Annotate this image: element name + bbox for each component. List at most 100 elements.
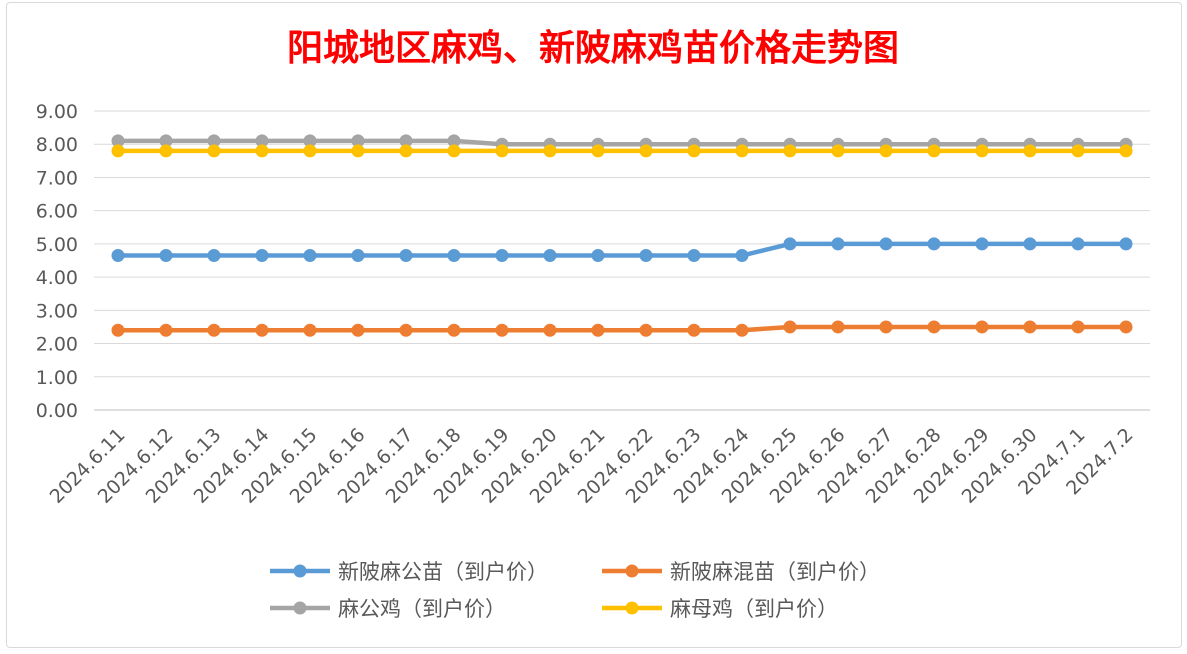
data-point: [207, 134, 221, 148]
legend-label: 新陂麻公苗（到户价）: [338, 560, 548, 584]
data-point: [495, 323, 509, 337]
data-point: [1119, 237, 1133, 251]
series-lines: [111, 134, 1133, 337]
y-tick-label: 7.00: [36, 167, 78, 189]
data-point: [1023, 320, 1037, 334]
y-axis-ticks: 0.00 1.00 2.00 3.00 4.00 5.00 6.00 7.00 8.00 9.00: [36, 101, 78, 422]
data-point: [831, 320, 845, 334]
data-point: [975, 237, 989, 251]
data-point: [255, 323, 269, 337]
legend-swatch-marker: [293, 601, 307, 615]
data-point: [303, 249, 317, 263]
data-point: [351, 249, 365, 263]
data-point: [255, 134, 269, 148]
series-line: [118, 241, 1126, 258]
legend-item: 新陂麻混苗（到户价）: [602, 560, 880, 584]
data-point: [111, 134, 125, 148]
data-point: [495, 144, 509, 158]
series-line: [118, 138, 1126, 147]
data-point: [783, 320, 797, 334]
data-point: [927, 237, 941, 251]
data-point: [111, 323, 125, 337]
data-point: [351, 134, 365, 148]
data-point: [735, 323, 749, 337]
data-point: [159, 134, 173, 148]
data-point: [1071, 144, 1085, 158]
series-line: [118, 324, 1126, 333]
legend-item: 麻公鸡（到户价）: [270, 597, 506, 621]
data-point: [303, 323, 317, 337]
data-point: [399, 323, 413, 337]
data-point: [447, 323, 461, 337]
data-point: [1023, 237, 1037, 251]
data-point: [207, 323, 221, 337]
data-point: [303, 134, 317, 148]
data-point: [639, 323, 653, 337]
y-tick-label: 1.00: [36, 367, 78, 389]
data-point: [879, 144, 893, 158]
data-point: [879, 237, 893, 251]
y-tick-label: 8.00: [36, 134, 78, 156]
data-point: [591, 323, 605, 337]
gridlines: [94, 110, 1150, 411]
data-point: [447, 134, 461, 148]
data-point: [1071, 320, 1085, 334]
data-point: [351, 144, 365, 158]
y-tick-label: 6.00: [36, 201, 78, 223]
chart-title: 阳城地区麻鸡、新陂麻鸡苗价格走势图: [287, 27, 899, 69]
data-point: [111, 144, 125, 158]
data-point: [111, 249, 125, 263]
data-point: [543, 144, 557, 158]
data-point: [687, 323, 701, 337]
data-point: [543, 323, 557, 337]
series-4: [111, 144, 1133, 158]
data-point: [735, 144, 749, 158]
data-point: [783, 237, 797, 251]
y-tick-label: 3.00: [36, 300, 78, 322]
data-point: [831, 144, 845, 158]
data-point: [399, 249, 413, 263]
data-point: [399, 144, 413, 158]
data-point: [687, 144, 701, 158]
data-point: [975, 320, 989, 334]
data-point: [639, 144, 653, 158]
y-tick-label: 2.00: [36, 334, 78, 356]
legend-label: 麻母鸡（到户价）: [670, 597, 838, 621]
data-point: [1119, 320, 1133, 334]
legend-swatch-marker: [625, 601, 639, 615]
data-point: [879, 320, 893, 334]
series-1: [111, 237, 1133, 263]
data-point: [591, 144, 605, 158]
data-point: [159, 144, 173, 158]
data-point: [399, 134, 413, 148]
y-tick-label: 9.00: [36, 101, 78, 123]
data-point: [927, 144, 941, 158]
y-tick-label: 0.00: [36, 400, 78, 422]
data-point: [255, 249, 269, 263]
data-point: [975, 144, 989, 158]
legend: 新陂麻公苗（到户价） 新陂麻混苗（到户价） 麻公鸡（到户价） 麻母鸡（到户价）: [270, 560, 880, 621]
legend-item: 麻母鸡（到户价）: [602, 597, 838, 621]
data-point: [207, 249, 221, 263]
data-point: [831, 237, 845, 251]
data-point: [639, 249, 653, 263]
legend-swatch-marker: [293, 564, 307, 578]
data-point: [159, 249, 173, 263]
data-point: [927, 320, 941, 334]
data-point: [591, 249, 605, 263]
data-point: [1023, 144, 1037, 158]
data-point: [255, 144, 269, 158]
y-tick-label: 5.00: [36, 234, 78, 256]
data-point: [783, 144, 797, 158]
legend-label: 新陂麻混苗（到户价）: [670, 560, 880, 584]
data-point: [303, 144, 317, 158]
x-axis-ticks: 2024.6.112024.6.122024.6.132024.6.142024…: [46, 424, 1138, 508]
data-point: [1119, 144, 1133, 158]
legend-item: 新陂麻公苗（到户价）: [270, 560, 548, 584]
data-point: [543, 249, 557, 263]
data-point: [351, 323, 365, 337]
data-point: [687, 249, 701, 263]
legend-swatch-marker: [625, 564, 639, 578]
data-point: [159, 323, 173, 337]
